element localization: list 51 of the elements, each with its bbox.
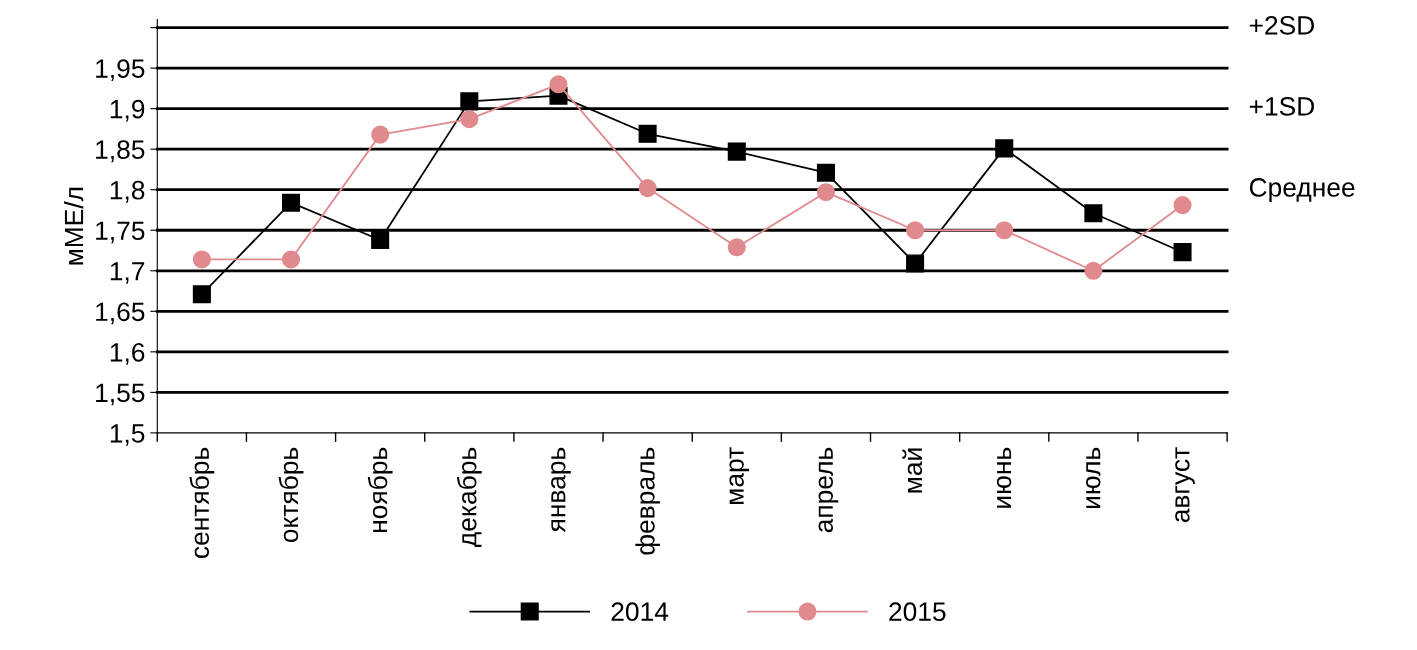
point <box>816 183 835 202</box>
point <box>549 75 568 94</box>
point <box>371 125 390 144</box>
y-tick-label: 1,85 <box>96 140 145 163</box>
legend-label: 2015 <box>889 602 946 622</box>
point <box>816 163 835 182</box>
point <box>192 285 211 304</box>
x-tick-label: сентябрь <box>189 447 215 559</box>
point <box>638 179 657 198</box>
x-tick-label: июль <box>1086 447 1101 509</box>
point <box>1173 243 1192 262</box>
x-tick-label: август <box>1175 447 1195 523</box>
point <box>281 250 301 269</box>
point <box>995 221 1014 240</box>
point <box>906 254 925 273</box>
y-tick-label: 1,95 <box>96 59 145 82</box>
point <box>995 139 1014 158</box>
y-tick-label: 1,7 <box>110 262 145 284</box>
x-tick-label: февраль <box>635 447 660 555</box>
y-tick-label: 1,55 <box>96 383 145 406</box>
legend-label: 2014 <box>611 602 669 622</box>
x-tick-label: октябрь <box>278 447 304 543</box>
point <box>1173 196 1192 215</box>
y-axis-title: мМЕ/л <box>63 187 84 265</box>
y-tick-label: 1,9 <box>110 99 145 122</box>
x-tick-label: ноябрь <box>367 447 393 533</box>
point <box>371 230 390 250</box>
x-tick-label: январь <box>551 447 571 533</box>
point <box>281 193 301 212</box>
x-tick-label: март <box>729 447 750 504</box>
ref-line-label: +1SD <box>1249 97 1314 116</box>
x-tick-label: май <box>902 448 923 493</box>
y-tick-label: 1,8 <box>110 180 145 203</box>
ref-line-label: +2SD <box>1249 16 1314 35</box>
point <box>460 110 479 129</box>
y-tick-label: 1,5 <box>110 424 145 446</box>
x-tick-label: апрель <box>818 447 839 533</box>
y-tick-label: 1,65 <box>96 302 145 325</box>
y-tick-label: 1,75 <box>96 221 145 244</box>
point <box>1084 261 1103 280</box>
x-tick-label: декабрь <box>456 447 482 547</box>
ref-line-label: Среднее <box>1249 178 1355 203</box>
point <box>638 124 657 143</box>
point <box>906 221 925 240</box>
point <box>192 250 211 269</box>
point <box>460 92 479 111</box>
point <box>727 238 746 257</box>
y-tick-label: 1,6 <box>110 342 145 365</box>
point <box>1084 204 1103 223</box>
x-tick-label: июнь <box>996 447 1012 508</box>
point <box>727 142 746 161</box>
